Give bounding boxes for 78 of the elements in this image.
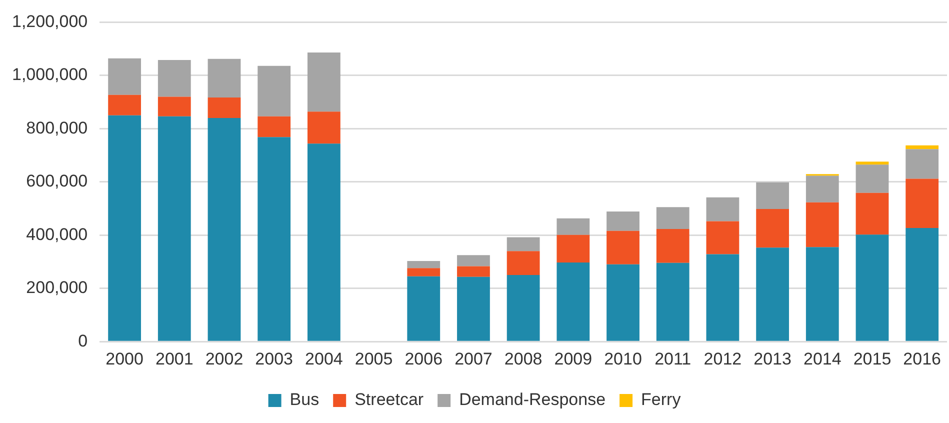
x-tick-label: 2010: [604, 349, 642, 368]
x-tick-label: 2015: [853, 349, 892, 368]
bar: [506, 237, 540, 252]
x-tick-label: 2011: [654, 349, 692, 368]
bar: [856, 234, 889, 341]
y-tick-label: 800,000: [26, 118, 88, 138]
bar: [706, 221, 740, 254]
bar: [806, 247, 839, 341]
legend-label: Bus: [290, 390, 320, 410]
x-tick-label: 2016: [903, 349, 942, 368]
bar: [906, 228, 939, 341]
x-tick-label: 2008: [504, 349, 542, 368]
bar: [407, 268, 440, 276]
x-tick-label: 2005: [354, 349, 393, 368]
bar: [307, 52, 340, 112]
bar: [158, 96, 191, 116]
bar: [307, 144, 340, 341]
bar: [208, 118, 241, 341]
x-tick-label: 2007: [454, 349, 492, 368]
bar: [108, 58, 141, 95]
bar: [756, 248, 789, 341]
bar: [606, 264, 640, 341]
y-tick-label: 400,000: [26, 224, 88, 244]
bar: [856, 164, 889, 193]
bar: [407, 260, 440, 268]
x-tick-label: 2006: [404, 349, 443, 368]
bar: [606, 230, 640, 264]
bar: [806, 176, 839, 202]
bar: [906, 149, 939, 179]
bar: [506, 251, 540, 276]
bar: [556, 234, 590, 263]
bar: [208, 98, 241, 118]
bar: [208, 58, 241, 98]
bar: [407, 276, 440, 341]
bar: [258, 137, 291, 341]
y-tick-label: 600,000: [26, 172, 88, 191]
bar: [706, 254, 740, 341]
bar: [656, 262, 690, 341]
bar: [906, 178, 939, 228]
bar: [856, 192, 889, 235]
bar: [457, 276, 490, 341]
bar: [158, 60, 191, 97]
bar: [506, 275, 540, 341]
x-tick-label: 2014: [803, 349, 842, 368]
x-tick-label: 2003: [255, 349, 294, 368]
x-tick-label: 2000: [106, 349, 144, 368]
bar: [656, 229, 690, 263]
y-tick-label: 0: [78, 331, 88, 350]
bar: [108, 94, 141, 116]
y-tick-label: 1,000,000: [12, 65, 88, 84]
y-tick-label: 1,200,000: [12, 12, 88, 31]
bar: [457, 255, 490, 266]
bar: [856, 162, 889, 165]
bar: [258, 66, 291, 116]
bar: [556, 262, 590, 341]
x-tick-label: 2001: [155, 349, 194, 368]
x-tick-label: 2004: [305, 349, 343, 368]
bar: [606, 211, 640, 231]
bar: [656, 207, 690, 230]
y-tick-label: 200,000: [26, 278, 88, 298]
bar: [158, 116, 191, 341]
x-tick-label: 2012: [704, 349, 742, 368]
x-tick-label: 2013: [754, 349, 792, 368]
legend-label: Demand-Response: [459, 390, 606, 410]
bar: [556, 218, 590, 235]
bar: [906, 145, 939, 150]
x-tick-label: 2002: [205, 349, 244, 368]
bar: [706, 197, 740, 222]
bar: [457, 266, 490, 277]
legend-label: Ferry: [641, 390, 682, 410]
bar: [307, 112, 340, 144]
bar: [258, 116, 291, 138]
bar: [756, 182, 789, 210]
bar: [108, 115, 141, 341]
legend-label: Streetcar: [354, 390, 424, 410]
x-tick-label: 2009: [554, 349, 592, 368]
bar: [806, 202, 839, 248]
bar: [756, 209, 789, 248]
